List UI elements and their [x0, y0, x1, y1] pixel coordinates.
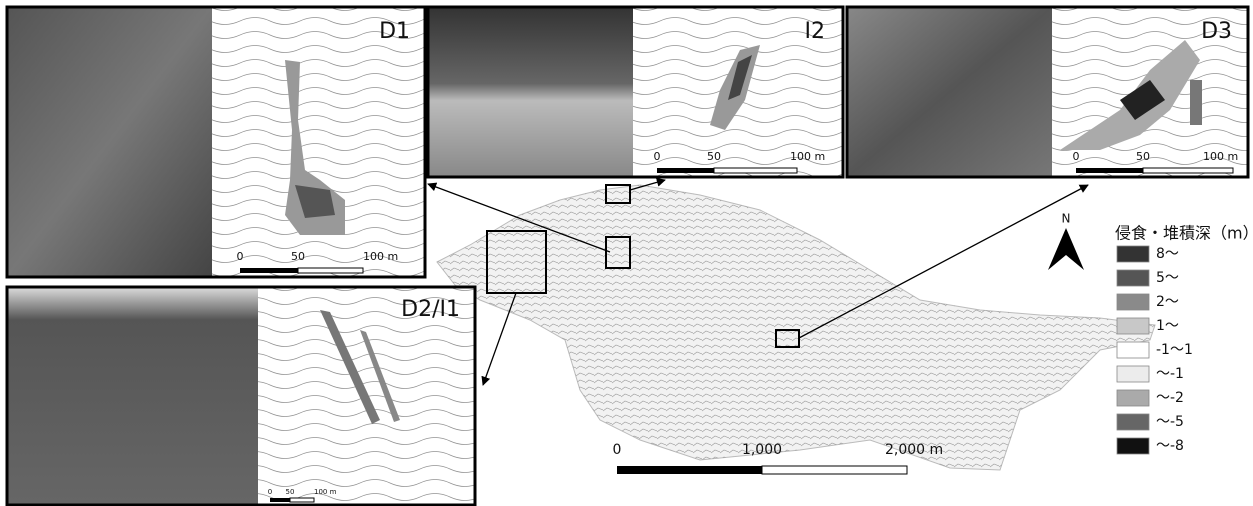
legend-label: 8〜 [1156, 246, 1179, 262]
legend-label: 〜-5 [1156, 414, 1184, 430]
scale-label: 100 m [1203, 150, 1238, 163]
legend-label: 1〜 [1156, 318, 1179, 334]
north-label: N [1062, 212, 1071, 226]
scale-label: 0 [237, 250, 244, 263]
panel-d2-i1: D2/I1 0 50 100 m [7, 287, 475, 505]
scale-label: 0 [613, 442, 622, 458]
legend-swatch [1117, 270, 1149, 286]
panel-label: D2/I1 [401, 297, 460, 322]
panel-d1: D1 0 50 100 m [7, 7, 425, 277]
legend-swatch [1117, 318, 1149, 334]
north-arrow: N [1048, 212, 1084, 271]
scale-label: 100 m [363, 250, 398, 263]
legend-swatch [1117, 342, 1149, 358]
scale-label: 50 [286, 488, 295, 496]
legend-swatch [1117, 366, 1149, 382]
panel-d3: D3 0 50 100 m [847, 7, 1248, 177]
legend-swatch [1117, 246, 1149, 262]
scale-label: 0 [1073, 150, 1080, 163]
legend-label: 〜-8 [1156, 438, 1184, 454]
legend-label: -1〜1 [1156, 342, 1193, 358]
legend-label: 〜-1 [1156, 366, 1184, 382]
scale-label: 50 [291, 250, 305, 263]
legend-label: 〜-2 [1156, 390, 1184, 406]
legend-swatch [1117, 438, 1149, 454]
scale-label: 100 m [790, 150, 825, 163]
panel-label: D3 [1201, 19, 1232, 44]
legend-swatch [1117, 294, 1149, 310]
scale-label: 0 [268, 488, 272, 496]
scale-label: 2,000 m [885, 442, 943, 458]
scale-label: 50 [1136, 150, 1150, 163]
panel-label: D1 [379, 19, 410, 44]
legend-swatch [1117, 414, 1149, 430]
legend-label: 5〜 [1156, 270, 1179, 286]
figure: D1 0 50 100 m I2 0 50 100 m D3 0 50 100 … [0, 0, 1253, 506]
legend-label: 2〜 [1156, 294, 1179, 310]
scale-label: 100 m [314, 488, 337, 496]
scale-label: 1,000 [742, 442, 782, 458]
legend-title: 侵食・堆積深（m） [1115, 224, 1253, 243]
legend-swatch [1117, 390, 1149, 406]
panel-label: I2 [805, 19, 826, 44]
scale-label: 0 [654, 150, 661, 163]
scale-label: 50 [707, 150, 721, 163]
panel-i2: I2 0 50 100 m [428, 7, 843, 177]
